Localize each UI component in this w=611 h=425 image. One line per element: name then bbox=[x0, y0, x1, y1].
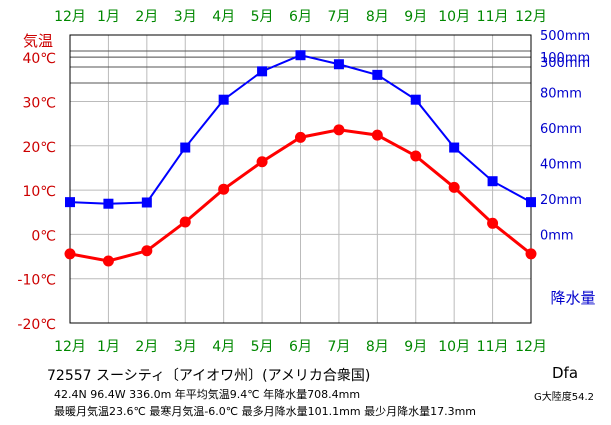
y-right-tick-label: 0mm bbox=[540, 228, 574, 243]
x-tick-label-bottom: 8月 bbox=[366, 339, 389, 355]
x-tick-label-bottom: 12月 bbox=[515, 339, 547, 355]
precipitation-point bbox=[218, 94, 229, 105]
y-left-tick-label: 20℃ bbox=[22, 140, 56, 156]
station-stats-line1: 42.4N 96.4W 336.0m 年平均気温9.4℃ 年降水量708.4mm bbox=[54, 388, 361, 401]
temperature-point bbox=[525, 248, 537, 260]
y-axis-right-title: 降水量 bbox=[550, 289, 595, 307]
x-tick-label-bottom: 9月 bbox=[404, 339, 427, 355]
x-tick-label-bottom: 5月 bbox=[251, 339, 274, 355]
temperature-point bbox=[64, 248, 76, 260]
temperature-point bbox=[371, 129, 383, 141]
y-right-tick-label: 500mm bbox=[540, 29, 590, 44]
x-tick-label-top: 5月 bbox=[251, 9, 274, 25]
y-left-tick-label: 40℃ bbox=[22, 51, 56, 67]
temperature-point bbox=[448, 181, 460, 193]
precipitation-point bbox=[65, 197, 75, 208]
x-tick-label-top: 12月 bbox=[515, 9, 547, 25]
temperature-point bbox=[179, 216, 191, 228]
y-right-tick-label: 20mm bbox=[540, 193, 582, 208]
x-tick-label-bottom: 11月 bbox=[477, 339, 509, 355]
chart-frame bbox=[69, 34, 532, 324]
y-right-tick-label: 80mm bbox=[540, 87, 582, 102]
y-right-tick-label: 60mm bbox=[540, 122, 582, 137]
x-tick-label-bottom: 12月 bbox=[54, 339, 86, 355]
x-axis-labels-top: 12月 1月 2月 3月 4月 5月 6月 7月 8月 9月 10月 11月 12月 bbox=[54, 9, 547, 25]
chart-grid bbox=[70, 35, 531, 323]
x-tick-label-bottom: 6月 bbox=[289, 339, 312, 355]
precipitation-point bbox=[526, 197, 536, 208]
temperature-point bbox=[487, 217, 499, 229]
temperature-point bbox=[102, 255, 114, 267]
precipitation-point bbox=[257, 66, 268, 77]
x-tick-label-top: 7月 bbox=[327, 9, 350, 25]
y-axis-left-title: 気温 bbox=[23, 32, 53, 50]
precipitation-point bbox=[180, 142, 191, 153]
temperature-point bbox=[333, 124, 345, 136]
precipitation-point bbox=[487, 176, 498, 187]
temperature-point bbox=[141, 245, 153, 257]
temperature-point bbox=[256, 156, 268, 168]
x-tick-label-bottom: 2月 bbox=[135, 339, 158, 355]
y-right-tick-label: 100mm bbox=[540, 51, 590, 66]
x-tick-label-top: 2月 bbox=[135, 9, 158, 25]
x-tick-label-top: 8月 bbox=[366, 9, 389, 25]
temperature-point bbox=[410, 150, 422, 162]
y-axis-left-labels: 40℃ 30℃ 20℃ 10℃ 0℃ -10℃ -20℃ bbox=[17, 51, 56, 333]
precipitation-point bbox=[295, 50, 306, 61]
plot-frame bbox=[69, 34, 532, 324]
x-tick-label-top: 6月 bbox=[289, 9, 312, 25]
series-layer bbox=[64, 50, 537, 267]
station-stats-line2: 最暖月気温23.6℃ 最寒月気温-6.0℃ 最多月降水量101.1mm 最少月降… bbox=[54, 405, 476, 418]
precipitation-point bbox=[103, 198, 114, 209]
precipitation-point bbox=[372, 69, 383, 80]
x-tick-label-bottom: 4月 bbox=[212, 339, 235, 355]
y-right-tick-label: 40mm bbox=[540, 157, 582, 172]
y-left-tick-label: 10℃ bbox=[22, 184, 56, 200]
climate-classification: Dfa bbox=[552, 364, 579, 382]
precipitation-point bbox=[410, 94, 421, 105]
x-axis-labels-bottom: 12月 1月 2月 3月 4月 5月 6月 7月 8月 9月 10月 11月 12月 bbox=[54, 339, 547, 355]
x-tick-label-top: 4月 bbox=[212, 9, 235, 25]
precipitation-point bbox=[141, 197, 152, 208]
y-left-tick-label: -20℃ bbox=[17, 317, 56, 333]
x-tick-label-bottom: 3月 bbox=[174, 339, 197, 355]
x-tick-label-bottom: 7月 bbox=[327, 339, 350, 355]
y-left-tick-label: 30℃ bbox=[22, 95, 56, 111]
x-tick-label-top: 3月 bbox=[174, 9, 197, 25]
x-tick-label-top: 10月 bbox=[438, 9, 470, 25]
x-tick-label-top: 12月 bbox=[54, 9, 86, 25]
x-tick-label-bottom: 10月 bbox=[438, 339, 470, 355]
precipitation-point bbox=[449, 142, 460, 153]
precipitation-point bbox=[333, 59, 344, 70]
temperature-point bbox=[218, 183, 230, 195]
x-tick-label-top: 1月 bbox=[97, 9, 120, 25]
y-left-tick-label: 0℃ bbox=[31, 228, 56, 244]
x-tick-label-bottom: 1月 bbox=[97, 339, 120, 355]
x-tick-label-top: 9月 bbox=[404, 9, 427, 25]
x-tick-label-top: 11月 bbox=[477, 9, 509, 25]
temperature-point bbox=[295, 131, 306, 143]
station-name: 72557 スーシティ〔アイオワ州〕(アメリカ合衆国) bbox=[47, 368, 371, 384]
continentality-index: G大陸度54.2 bbox=[534, 392, 595, 403]
y-right-tick-label: 300mm bbox=[540, 56, 590, 71]
y-left-tick-label: -10℃ bbox=[17, 273, 56, 289]
